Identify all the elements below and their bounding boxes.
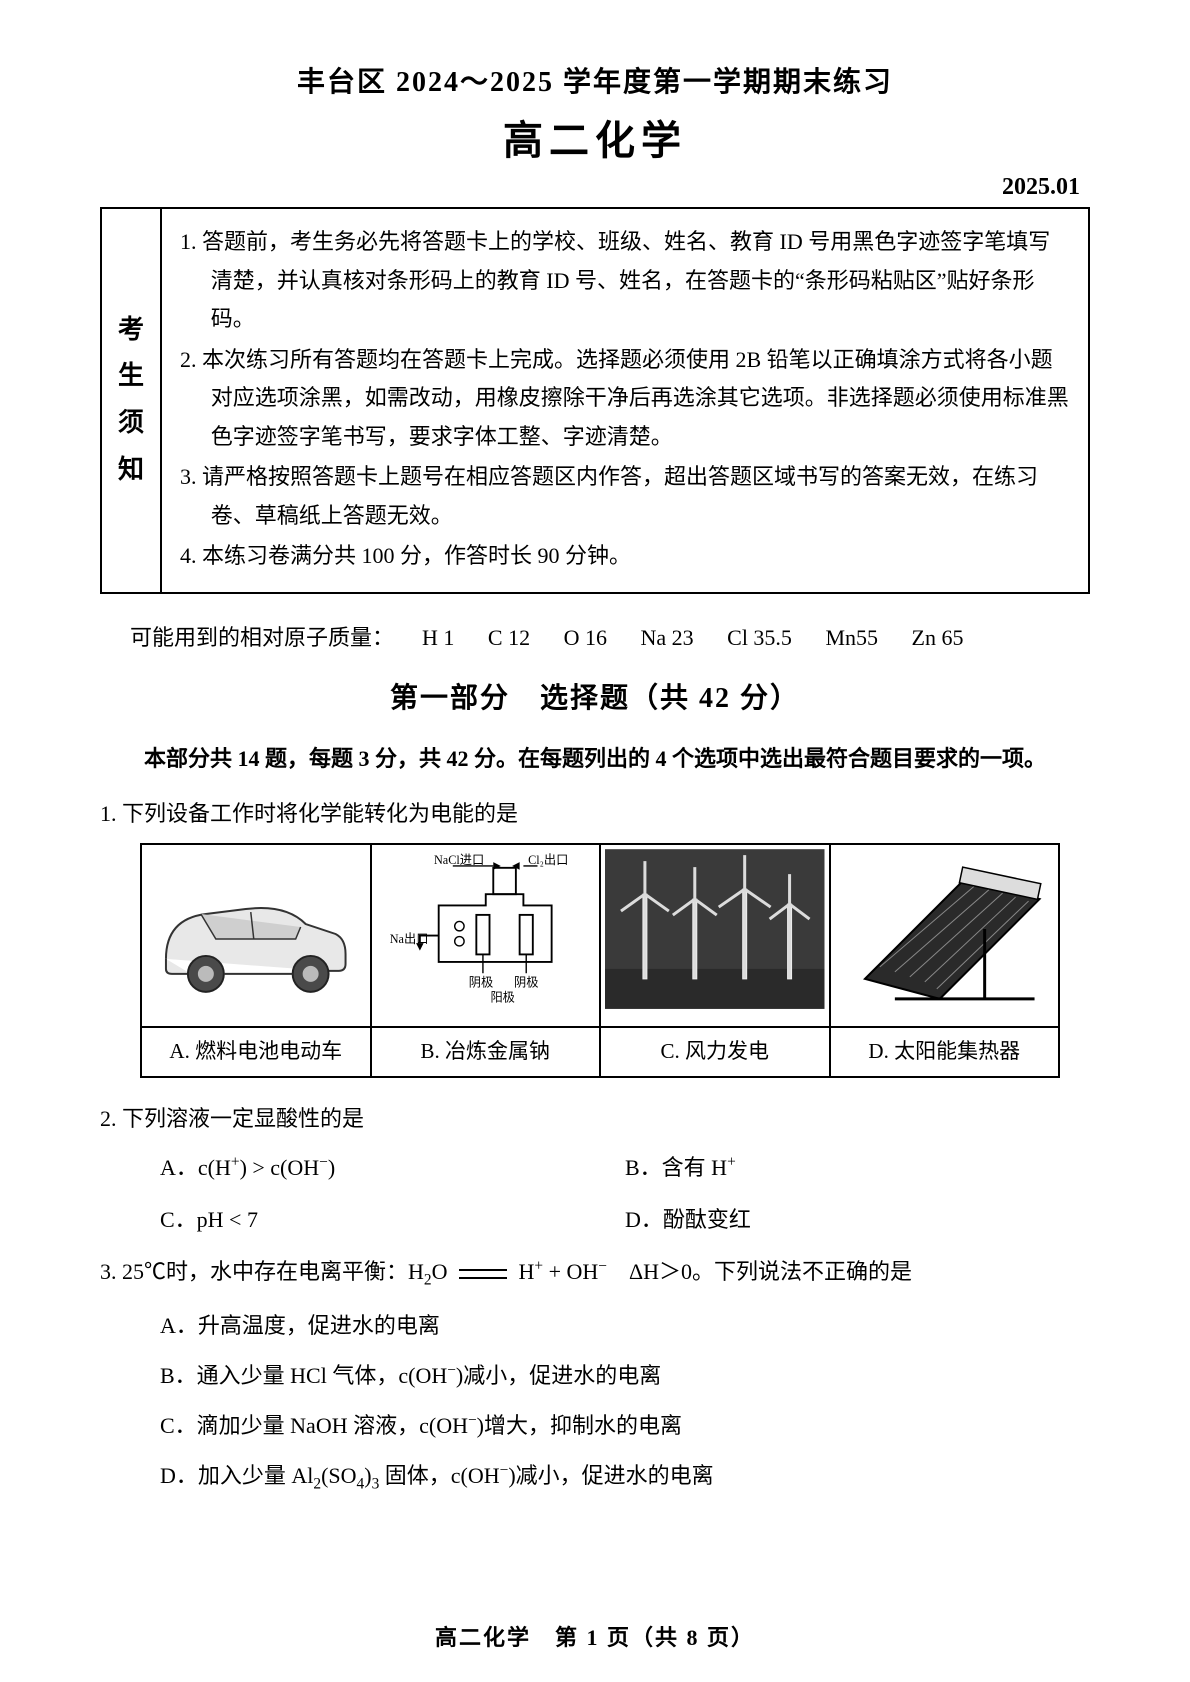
sup-plus: + [534, 1258, 543, 1275]
q1-options-table: NaCl进口 Cl₂出口 Na出口 [140, 843, 1060, 1078]
q3-D-text4: 固体，c(OH [379, 1463, 499, 1488]
label-cathode: 阴极 [468, 975, 492, 989]
page-footer: 高二化学 第 1 页（共 8 页） [0, 1620, 1190, 1652]
notice-content: 1. 答题前，考生务必先将答题卡上的学校、班级、姓名、教育 ID 号用黑色字迹签… [162, 209, 1088, 592]
atomic-mass-item: C 12 [488, 625, 530, 650]
q3-C-text: C．滴加少量 NaOH 溶液，c(OH [160, 1413, 468, 1438]
notice-item: 3. 请严格按照答题卡上题号在相应答题区内作答，超出答题区域书写的答案无效，在练… [180, 458, 1070, 535]
label-anode: 阳极 [490, 990, 514, 1004]
atomic-mass-prefix: 可能用到的相对原子质量： [130, 625, 394, 650]
atomic-mass-item: Zn 65 [912, 625, 964, 650]
exam-region-title: 丰台区 2024～2025 学年度第一学期期末练习 [100, 60, 1090, 100]
sup-plus: + [231, 1154, 240, 1171]
q1-image-B: NaCl进口 Cl₂出口 Na出口 [371, 844, 601, 1027]
notice-box: 考 生 须 知 1. 答题前，考生务必先将答题卡上的学校、班级、姓名、教育 ID… [100, 207, 1090, 594]
q1-image-D [830, 844, 1060, 1027]
atomic-mass-item: Na 23 [640, 625, 693, 650]
label-na-out: Na出口 [389, 932, 428, 946]
q3-C-text2: )增大，抑制水的电离 [477, 1413, 682, 1438]
notice-char: 须 [118, 400, 144, 447]
exam-date: 2025.01 [100, 174, 1090, 201]
electrolysis-cell-icon: NaCl进口 Cl₂出口 Na出口 [376, 849, 596, 1009]
q1-option-A: A. 燃料电池电动车 [141, 1027, 371, 1077]
sup-minus: − [319, 1154, 328, 1171]
question-3: 3. 25℃时，水中存在电离平衡：H2O H+ + OH− ΔH＞0。下列说法不… [100, 1251, 1090, 1501]
q1-option-D: D. 太阳能集热器 [830, 1027, 1060, 1077]
sub-2: 2 [313, 1476, 321, 1493]
sup-minus: − [598, 1258, 607, 1275]
q3-stem: 3. 25℃时，水中存在电离平衡：H2O H+ + OH− ΔH＞0。下列说法不… [100, 1251, 1090, 1295]
subject-title: 高二化学 [100, 108, 1090, 166]
equilibrium-arrow-icon [453, 1267, 513, 1281]
label-cl2-out: Cl₂出口 [528, 853, 568, 867]
q3-B-text: B．通入少量 HCl 气体，c(OH [160, 1363, 447, 1388]
q3-option-C: C．滴加少量 NaOH 溶液，c(OH−)增大，抑制水的电离 [160, 1403, 1090, 1449]
notice-char: 知 [118, 447, 144, 494]
q3-options: A．升高温度，促进水的电离 B．通入少量 HCl 气体，c(OH−)减小，促进水… [160, 1303, 1090, 1501]
atomic-mass-item: O 16 [564, 625, 607, 650]
q3-stem-seg: O [432, 1259, 453, 1284]
atomic-mass-item: H 1 [422, 625, 454, 650]
sub-2: 2 [424, 1271, 432, 1288]
wind-turbine-icon [605, 849, 825, 1009]
sup-minus: − [468, 1412, 477, 1429]
q3-option-D: D．加入少量 Al2(SO4)3 固体，c(OH−)减小，促进水的电离 [160, 1453, 1090, 1501]
label-anode-side: 阴极 [513, 975, 537, 989]
car-icon [146, 849, 366, 1009]
atomic-mass-line: 可能用到的相对原子质量：H 1 C 12 O 16 Na 23 Cl 35.5 … [130, 620, 1090, 652]
q3-D-text5: )减小，促进水的电离 [508, 1463, 713, 1488]
notice-item: 4. 本练习卷满分共 100 分，作答时长 90 分钟。 [180, 537, 1070, 576]
q3-stem-seg: ΔH＞0。下列说法不正确的是 [607, 1259, 912, 1284]
q3-B-text2: )减小，促进水的电离 [456, 1363, 661, 1388]
q1-option-B: B. 冶炼金属钠 [371, 1027, 601, 1077]
notice-item: 1. 答题前，考生务必先将答题卡上的学校、班级、姓名、教育 ID 号用黑色字迹签… [180, 223, 1070, 339]
sup-minus: − [447, 1361, 456, 1378]
q3-option-B: B．通入少量 HCl 气体，c(OH−)减小，促进水的电离 [160, 1353, 1090, 1399]
q1-image-C [600, 844, 830, 1027]
notice-side-label: 考 生 须 知 [102, 209, 162, 592]
question-2: 2. 下列溶液一定显酸性的是 A．c(H+) > c(OH−) B．含有 H+ … [100, 1098, 1090, 1241]
q3-stem-seg: H [513, 1259, 534, 1284]
q2-B-text: B．含有 H [625, 1155, 727, 1180]
q2-option-B: B．含有 H+ [625, 1147, 1090, 1189]
solar-collector-icon [835, 849, 1055, 1009]
notice-item: 2. 本次练习所有答题均在答题卡上完成。选择题必须使用 2B 铅笔以正确填涂方式… [180, 341, 1070, 457]
q3-stem-seg: 3. 25℃时，水中存在电离平衡：H [100, 1259, 424, 1284]
q3-D-text2: (SO [321, 1463, 356, 1488]
q1-stem: 1. 下列设备工作时将化学能转化为电能的是 [100, 793, 1090, 835]
sup-plus: + [727, 1154, 736, 1171]
q2-option-C: C．pH < 7 [160, 1199, 625, 1241]
q2-option-A: A．c(H+) > c(OH−) [160, 1147, 625, 1189]
q2-A-text: A．c(H [160, 1155, 231, 1180]
q3-stem-seg: + OH [543, 1259, 598, 1284]
atomic-mass-item: Cl 35.5 [727, 625, 792, 650]
q3-D-text3: ) [364, 1463, 371, 1488]
q2-stem: 2. 下列溶液一定显酸性的是 [100, 1098, 1090, 1140]
q2-A-text2: ) > c(OH [240, 1155, 320, 1180]
atomic-mass-item: Mn55 [825, 625, 878, 650]
question-1: 1. 下列设备工作时将化学能转化为电能的是 NaCl进口 [100, 793, 1090, 1078]
section-1-intro: 本部分共 14 题，每题 3 分，共 42 分。在每题列出的 4 个选项中选出最… [100, 740, 1090, 777]
section-1-title: 第一部分 选择题（共 42 分） [100, 676, 1090, 716]
q2-option-D: D．酚酞变红 [625, 1199, 1090, 1241]
q1-option-C: C. 风力发电 [600, 1027, 830, 1077]
notice-char: 生 [118, 353, 144, 400]
q2-options: A．c(H+) > c(OH−) B．含有 H+ C．pH < 7 D．酚酞变红 [160, 1147, 1090, 1241]
q3-option-A: A．升高温度，促进水的电离 [160, 1303, 1090, 1349]
label-nacl-in: NaCl进口 [433, 853, 483, 867]
q3-D-text: D．加入少量 Al [160, 1463, 313, 1488]
q2-A-text3: ) [328, 1155, 335, 1180]
q1-image-A [141, 844, 371, 1027]
notice-char: 考 [118, 307, 144, 354]
